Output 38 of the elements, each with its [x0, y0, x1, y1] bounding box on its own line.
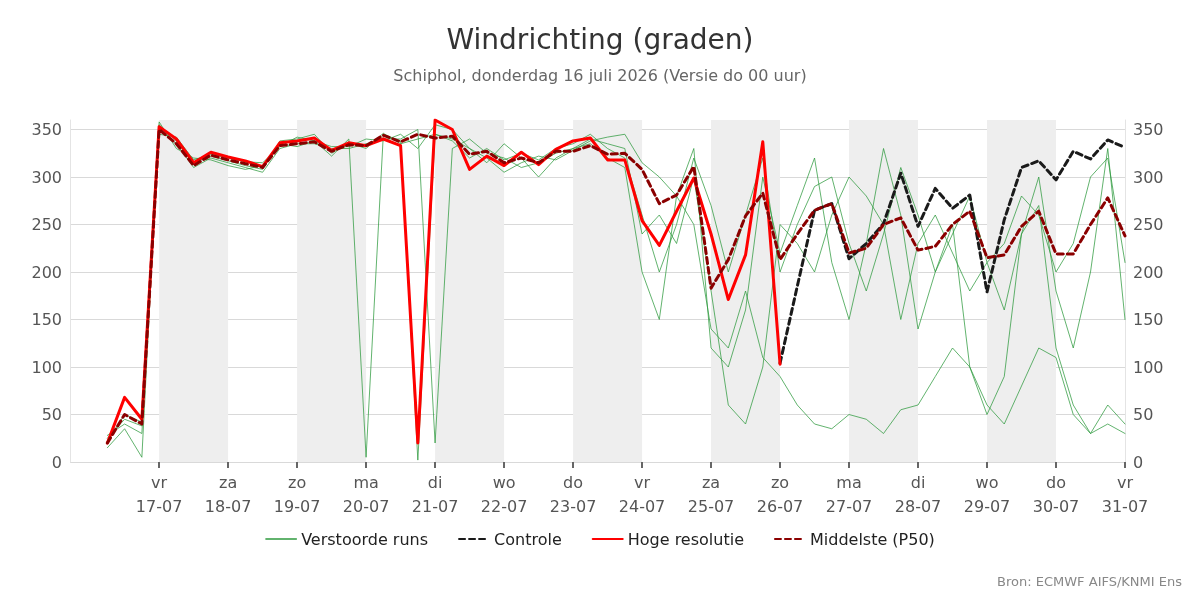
- y2-tick-label: 150: [1133, 310, 1164, 329]
- x-tick-label: vr 24-07: [618, 472, 666, 516]
- y2-tick-label: 0: [1133, 452, 1144, 472]
- x-tick-label: za 25-07: [687, 472, 735, 516]
- x-tick-label: vr 31-07: [1101, 472, 1149, 516]
- legend-label: Hoge resolutie: [627, 529, 744, 549]
- x-tick-label: ma 20-07: [342, 472, 390, 516]
- y2-tick-label: 300: [1133, 167, 1164, 187]
- x-tick-label: di 28-07: [894, 472, 942, 516]
- legend-label: Middelste (P50): [809, 529, 935, 549]
- y2-tick-label: 250: [1133, 215, 1164, 234]
- y2-tick-label: 200: [1133, 262, 1164, 282]
- x-tick-label: wo 29-07: [963, 472, 1011, 516]
- x-tick-label: di 21-07: [411, 472, 459, 516]
- x-tick-label: vr 17-07: [135, 472, 183, 516]
- x-tick-label: wo 22-07: [480, 472, 528, 516]
- y-tick-label: 250: [31, 215, 62, 234]
- y2-tick-label: 350: [1133, 120, 1164, 139]
- text: Bron: ECMWF AIFS/KNMI Ens: [997, 574, 1183, 589]
- y2-tick-label: 100: [1133, 357, 1164, 377]
- x-tick-label: zo 26-07: [756, 472, 804, 516]
- legend-label: Verstoorde runs: [301, 529, 429, 549]
- y-tick-label: 300: [31, 167, 62, 187]
- legend-label: Controle: [494, 529, 562, 549]
- chart-title: Windrichting (graden): [446, 22, 754, 56]
- y-tick-label: 0: [51, 452, 62, 472]
- x-tick-label: do 30-07: [1032, 472, 1080, 516]
- x-tick-label: zo 19-07: [273, 472, 321, 516]
- y-tick-label: 50: [41, 405, 62, 424]
- y-tick-label: 150: [31, 310, 62, 329]
- x-tick-label: ma 27-07: [825, 472, 873, 516]
- y-tick-label: 100: [31, 357, 62, 377]
- chart-subtitle: Schiphol, donderdag 16 juli 2026 (Versie do 00 uur): [393, 65, 807, 85]
- x-tick-label: za 18-07: [204, 472, 252, 516]
- x-tick-label: do 23-07: [549, 472, 597, 516]
- y2-tick-label: 50: [1133, 405, 1154, 424]
- y-tick-label: 200: [31, 262, 62, 282]
- y-tick-label: 350: [31, 120, 62, 139]
